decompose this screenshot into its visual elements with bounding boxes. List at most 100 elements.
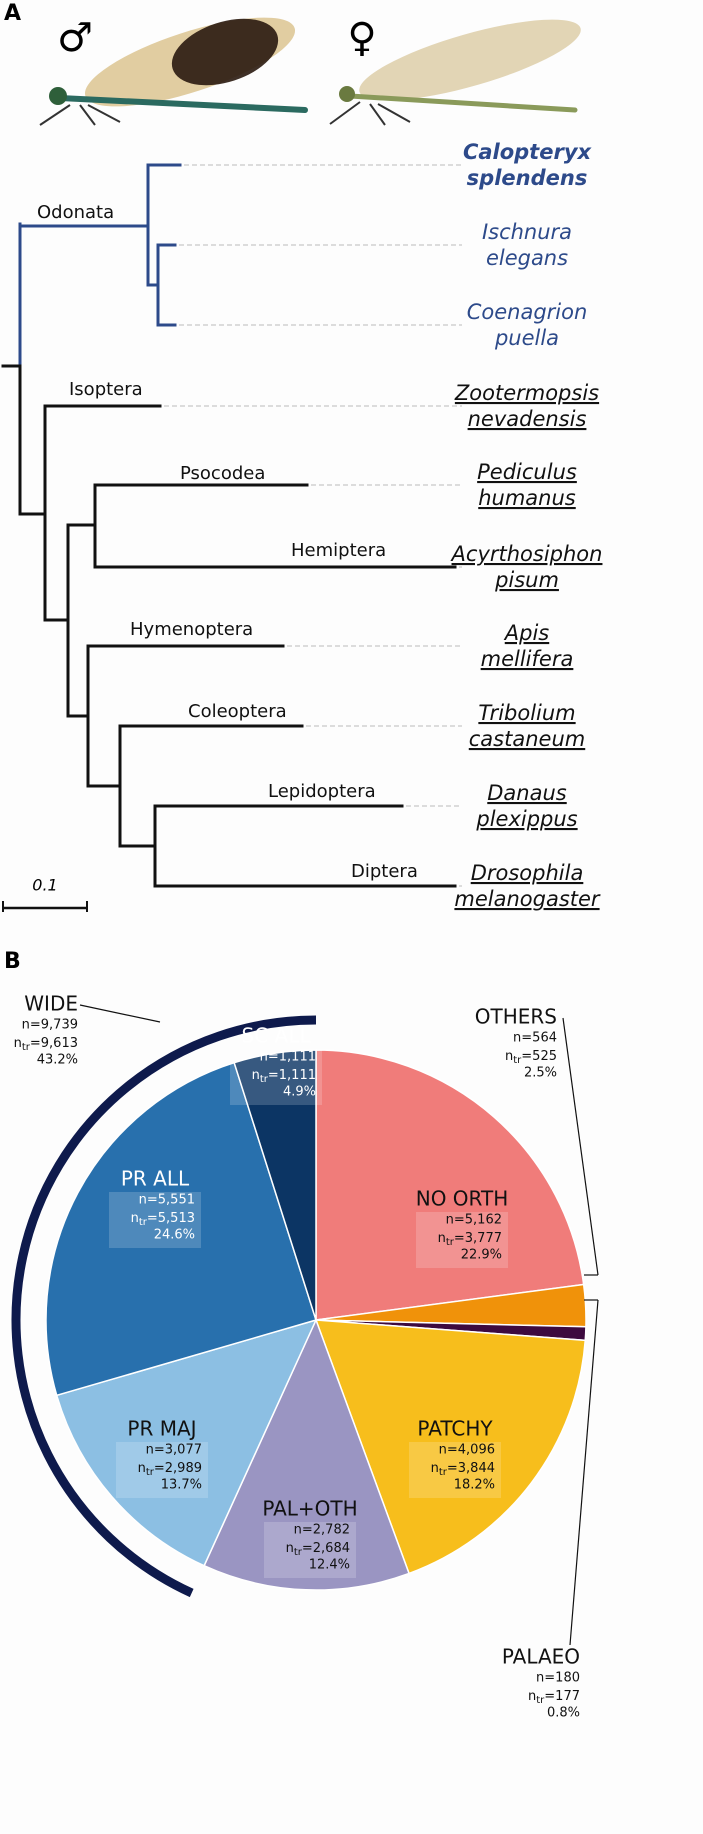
n-tr-value: =9,613 [30, 1036, 78, 1051]
n-label: n=1,111 [260, 1050, 316, 1065]
percent-label: 43.2% [37, 1053, 78, 1068]
male-dragonfly [39, 17, 308, 126]
percent-label: 22.9% [461, 1248, 502, 1263]
n-tr-value: =3,777 [454, 1231, 502, 1246]
slice-name: SC ALL [242, 1024, 312, 1048]
scale-label: 0.1 [32, 876, 57, 895]
clade-label: Isoptera [69, 379, 143, 400]
n-tr-subscript: tr [439, 1467, 448, 1478]
label-box [264, 1522, 356, 1578]
species-name: humanus [478, 486, 576, 510]
pie-slice [45, 1061, 317, 1397]
clade-label: Hemiptera [291, 540, 386, 561]
clade-label: Psocodea [180, 463, 265, 484]
n-tr-symbol: n [528, 1689, 536, 1704]
label-box [116, 1442, 208, 1498]
species-name: Pediculus [477, 460, 577, 484]
n-tr-symbol: n [138, 1461, 146, 1476]
n-label: n=2,782 [294, 1523, 350, 1538]
clade-label: Lepidoptera [268, 781, 376, 802]
group-arc [11, 1015, 317, 1598]
leader-line [569, 1299, 599, 1646]
species-name: Ischnura [482, 220, 572, 244]
n-tr-subscript: tr [139, 1217, 148, 1228]
n-tr-subscript: tr [260, 1074, 269, 1085]
panel-label: B [4, 949, 21, 974]
n-tr-symbol: n [131, 1211, 139, 1226]
n-tr-value: =2,989 [154, 1461, 202, 1476]
n-tr-subscript: tr [146, 1467, 155, 1478]
n-tr-subscript: tr [22, 1042, 31, 1053]
n-tr-label: ntr=177 [528, 1689, 580, 1707]
species-name: plexippus [475, 807, 577, 831]
n-label: n=4,096 [439, 1443, 495, 1458]
label-box [409, 1442, 501, 1498]
panel-label: A [4, 1, 21, 26]
slice-name: PATCHY [417, 1417, 493, 1441]
percent-label: 12.4% [309, 1558, 350, 1573]
percent-label: 4.9% [283, 1085, 316, 1100]
species-name: castaneum [469, 727, 585, 751]
leader-line [562, 1017, 599, 1276]
species-name: Coenagrion [467, 300, 588, 324]
species-name: Acyrthosiphon [450, 542, 603, 566]
clade-label: Diptera [351, 861, 418, 882]
n-tr-label: ntr=2,989 [138, 1461, 202, 1479]
species-name: splendens [467, 166, 588, 190]
species-name: Zootermopsis [454, 381, 599, 405]
clade-label: Hymenoptera [130, 619, 253, 640]
n-tr-subscript: tr [294, 1547, 303, 1558]
n-tr-symbol: n [286, 1541, 294, 1556]
n-tr-label: ntr=5,513 [131, 1211, 195, 1229]
n-tr-label: ntr=3,777 [438, 1231, 502, 1249]
clade-label: Odonata [37, 202, 114, 223]
pie-slice [55, 1318, 318, 1567]
n-tr-symbol: n [431, 1461, 439, 1476]
percent-label: 13.7% [161, 1478, 202, 1493]
n-tr-label: ntr=3,844 [431, 1461, 495, 1479]
n-tr-symbol: n [14, 1036, 22, 1051]
n-tr-label: ntr=525 [505, 1049, 557, 1067]
species-name: nevadensis [468, 407, 587, 431]
n-label: n=564 [513, 1031, 557, 1046]
species-name: Calopteryx [463, 140, 593, 164]
n-tr-symbol: n [505, 1049, 513, 1064]
n-tr-value: =525 [521, 1049, 557, 1064]
n-tr-value: =5,513 [147, 1211, 195, 1226]
species-name: melanogaster [454, 887, 601, 911]
species-name: Danaus [487, 781, 567, 805]
leader-line [79, 1004, 161, 1023]
species-name: pisum [494, 568, 559, 592]
n-tr-value: =1,111 [268, 1068, 316, 1083]
n-tr-label: ntr=2,684 [286, 1541, 350, 1559]
species-name: elegans [486, 246, 568, 270]
pie-slice [315, 1049, 585, 1321]
n-label: n=5,551 [139, 1193, 195, 1208]
n-tr-symbol: n [252, 1068, 260, 1083]
n-tr-subscript: tr [446, 1237, 455, 1248]
species-name: Drosophila [471, 861, 584, 885]
pie-slice [314, 1319, 587, 1575]
clade-label: Coleoptera [188, 701, 287, 722]
label-box [109, 1192, 201, 1248]
slice-name: WIDE [24, 992, 78, 1016]
n-tr-value: =177 [544, 1689, 580, 1704]
percent-label: 18.2% [454, 1478, 495, 1493]
female-symbol: ♀ [347, 15, 376, 61]
n-label: n=9,739 [22, 1018, 78, 1033]
label-box [230, 1049, 322, 1105]
species-name: puella [494, 326, 559, 350]
n-label: n=3,077 [146, 1443, 202, 1458]
n-tr-value: =3,844 [447, 1461, 495, 1476]
percent-label: 24.6% [154, 1228, 195, 1243]
n-tr-symbol: n [438, 1231, 446, 1246]
n-label: n=5,162 [446, 1213, 502, 1228]
female-dragonfly [329, 19, 581, 126]
slice-name: OTHERS [475, 1005, 557, 1029]
pie-slice [233, 1049, 317, 1321]
n-label: n=180 [536, 1671, 580, 1686]
slice-name: PALAEO [502, 1645, 580, 1669]
label-box [416, 1212, 508, 1268]
n-tr-label: ntr=1,111 [252, 1068, 316, 1086]
